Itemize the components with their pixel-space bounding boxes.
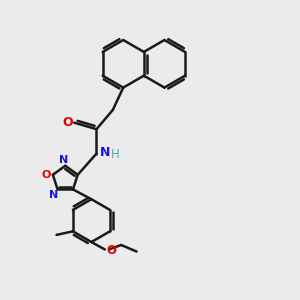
Text: N: N <box>50 190 59 200</box>
Text: N: N <box>100 146 110 160</box>
Text: O: O <box>62 116 73 129</box>
Text: O: O <box>106 244 116 257</box>
Text: N: N <box>59 155 68 165</box>
Text: O: O <box>41 170 50 180</box>
Text: H: H <box>111 148 119 161</box>
